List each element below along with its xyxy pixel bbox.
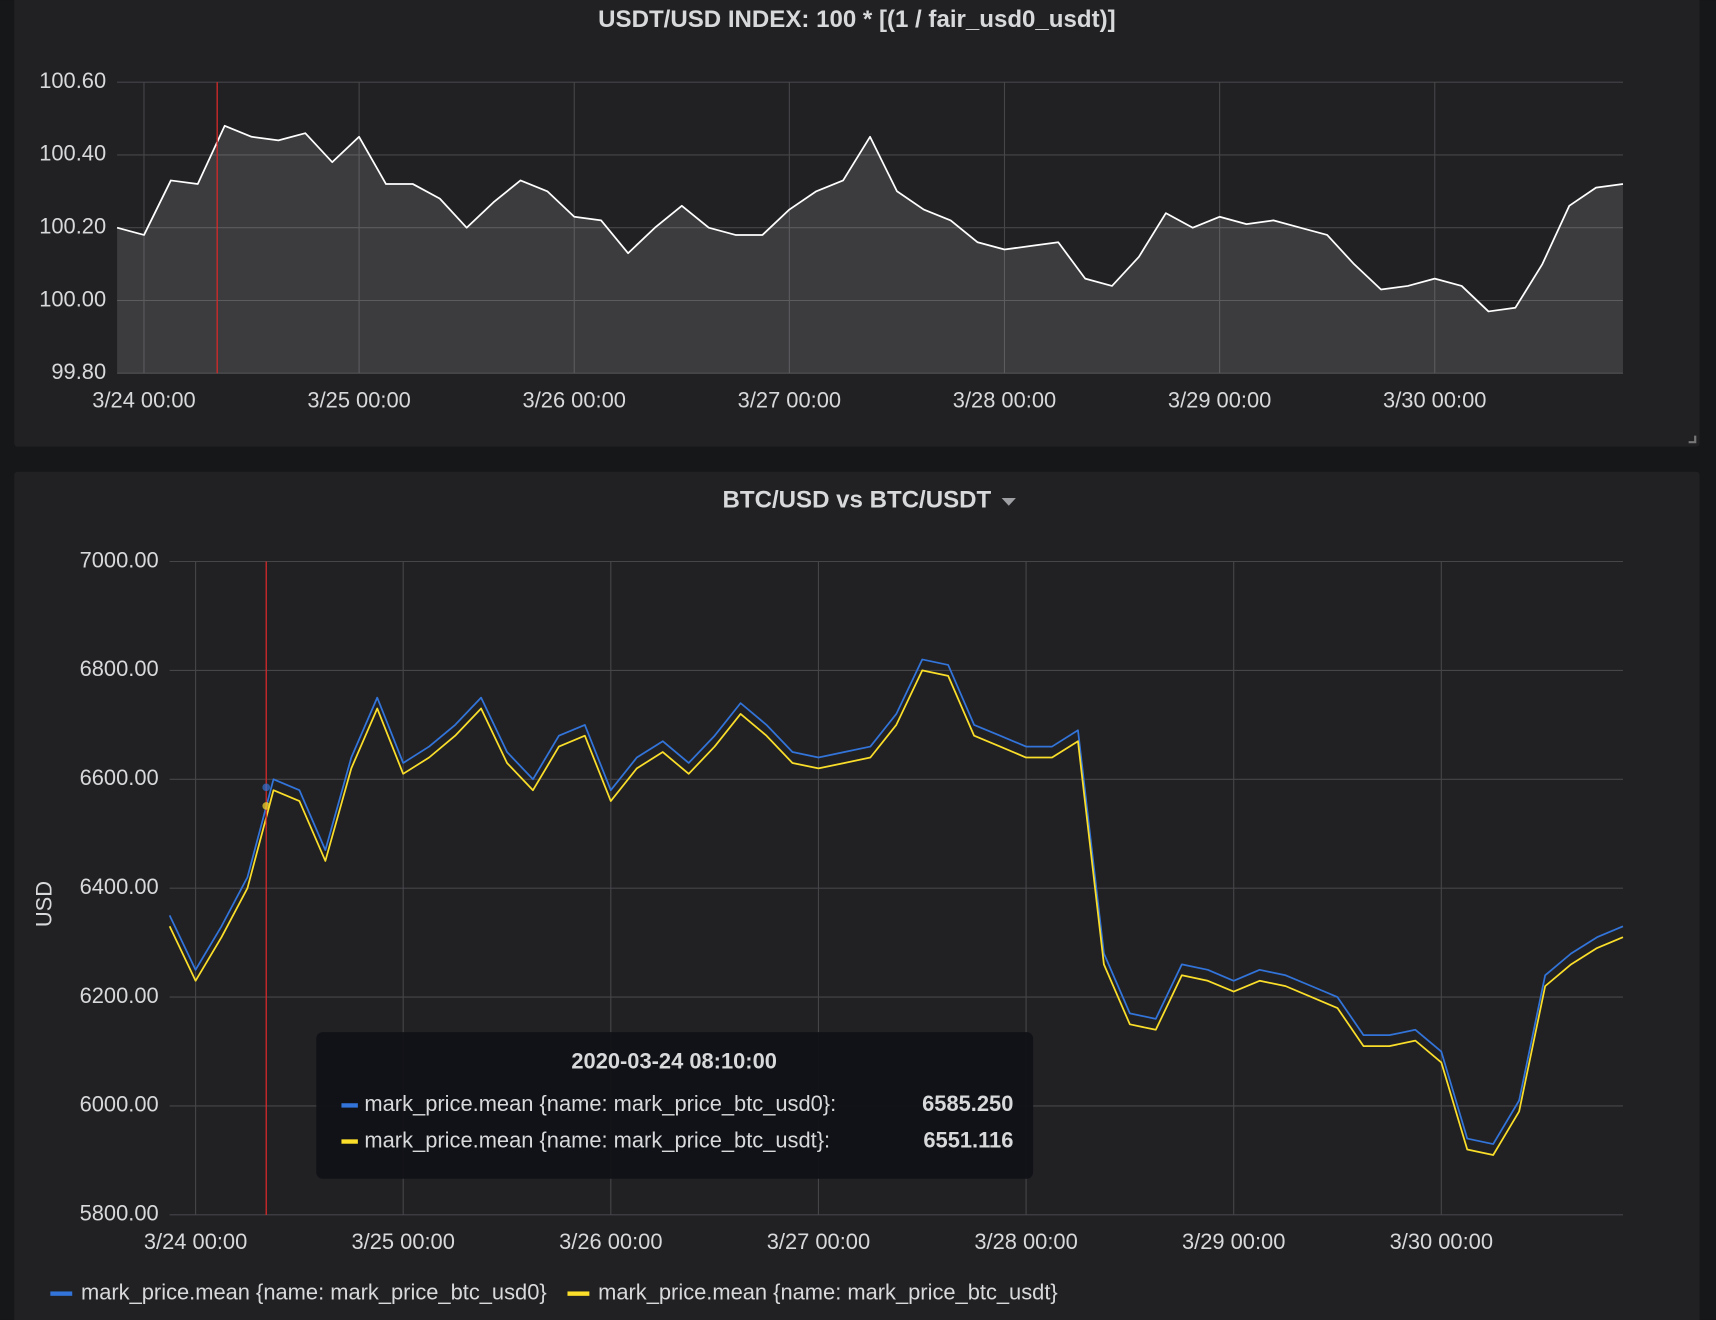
x-tick-label: 3/26 00:00 xyxy=(523,388,626,413)
x-tick-label: 3/27 00:00 xyxy=(767,1229,870,1254)
y-tick-label: 5800.00 xyxy=(80,1201,159,1226)
series-line xyxy=(116,124,1624,313)
y-tick-label: 99.80 xyxy=(51,359,106,384)
legend-label[interactable]: mark_price.mean {name: mark_price_btc_us… xyxy=(81,1279,547,1304)
tooltip-value: 6551.116 xyxy=(923,1127,1013,1152)
x-tick-label: 3/26 00:00 xyxy=(559,1229,662,1254)
x-tick-label: 3/24 00:00 xyxy=(92,388,195,413)
x-tick-label: 3/29 00:00 xyxy=(1168,388,1271,413)
y-axis-label: USD xyxy=(32,881,57,927)
x-tick-label: 3/28 00:00 xyxy=(974,1229,1077,1254)
area xyxy=(117,125,1623,374)
y-tick-label: 100.00 xyxy=(39,286,106,311)
panel xyxy=(14,0,1700,447)
panel-title[interactable]: USDT/USD INDEX: 100 * [(1 / fair_usd0_us… xyxy=(598,6,1115,33)
y-tick-label: 7000.00 xyxy=(80,547,159,572)
y-tick-label: 6800.00 xyxy=(80,656,159,681)
legend-swatch xyxy=(50,1291,73,1296)
charts: 99.80 100.00 100.20 100.40 100.60 3/24 00:00 3… xyxy=(32,68,1624,1304)
x-tick-label: 3/30 00:00 xyxy=(1390,1229,1493,1254)
y-tick-label: 6000.00 xyxy=(80,1092,159,1117)
tooltip-series: mark_price.mean {name: mark_price_btc_us… xyxy=(364,1091,836,1116)
y-tick-label: 6400.00 xyxy=(80,874,159,899)
x-tick-label: 3/24 00:00 xyxy=(144,1229,247,1254)
tooltip-swatch xyxy=(341,1103,358,1108)
tooltip-swatch xyxy=(341,1139,358,1144)
y-tick-label: 100.20 xyxy=(39,213,106,238)
tooltip-value: 6585.250 xyxy=(922,1091,1013,1116)
panel xyxy=(14,471,1700,1320)
hover-point xyxy=(262,802,271,810)
y-tick-label: 100.60 xyxy=(39,68,106,93)
x-tick-label: 3/27 00:00 xyxy=(738,388,841,413)
legend-swatch xyxy=(567,1291,590,1296)
tooltip-box xyxy=(316,1032,1034,1179)
tooltip-time: 2020-03-24 08:10:00 xyxy=(571,1049,777,1074)
x-tick-label: 3/25 00:00 xyxy=(307,388,410,413)
dropdown-caret[interactable] xyxy=(1001,498,1016,506)
x-tick-label: 3/28 00:00 xyxy=(953,388,1056,413)
y-tick-label: 100.40 xyxy=(39,141,106,166)
legend-label[interactable]: mark_price.mean {name: mark_price_btc_us… xyxy=(598,1279,1058,1304)
series-line xyxy=(168,669,1624,1156)
tooltip-series: mark_price.mean {name: mark_price_btc_us… xyxy=(364,1127,830,1152)
hover-point xyxy=(262,783,271,792)
resize-handle[interactable] xyxy=(1688,435,1697,444)
x-tick-label: 3/30 00:00 xyxy=(1383,388,1486,413)
x-tick-label: 3/29 00:00 xyxy=(1182,1229,1285,1254)
panel-title[interactable]: BTC/USD vs BTC/USDT xyxy=(723,487,992,514)
x-tick-label: 3/25 00:00 xyxy=(352,1229,455,1254)
tooltip: 2020-03-24 08:10:00 mark_price.mean {name… xyxy=(316,1032,1034,1179)
series-line xyxy=(168,658,1624,1145)
y-tick-label: 6600.00 xyxy=(80,765,159,790)
y-tick-label: 6200.00 xyxy=(80,983,159,1008)
